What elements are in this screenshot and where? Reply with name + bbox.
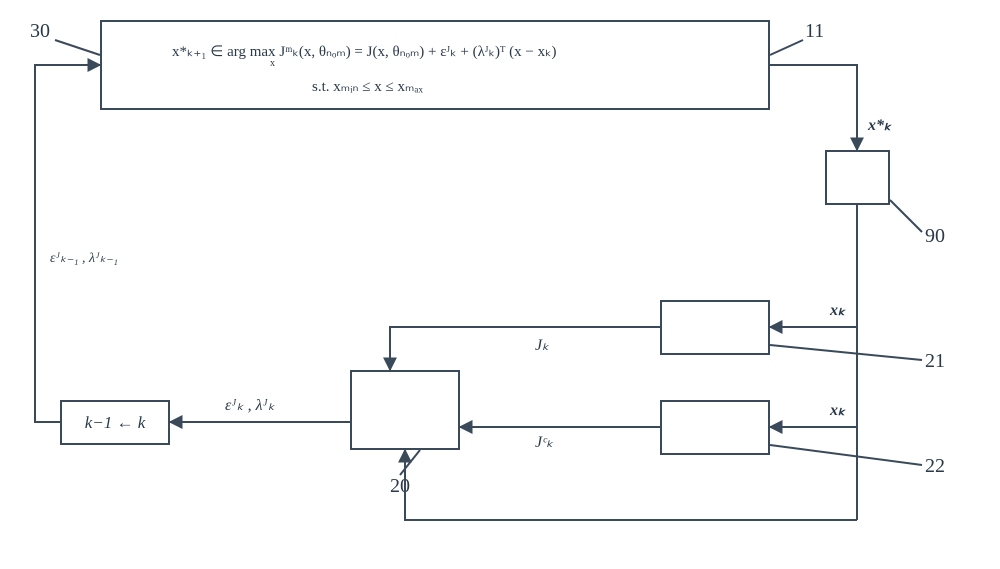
wires (0, 0, 1000, 569)
leader-22 (770, 445, 922, 465)
leader-30 (55, 40, 100, 55)
edge-30-to-opt (35, 65, 100, 422)
edge-opt-to-90 (770, 65, 857, 150)
leader-21 (770, 345, 922, 360)
edge-21-to-20 (390, 327, 660, 370)
leader-90 (890, 200, 922, 232)
edge-bus-to-20-bottom (405, 450, 857, 520)
leader-11 (770, 40, 803, 55)
leader-20 (400, 450, 420, 475)
